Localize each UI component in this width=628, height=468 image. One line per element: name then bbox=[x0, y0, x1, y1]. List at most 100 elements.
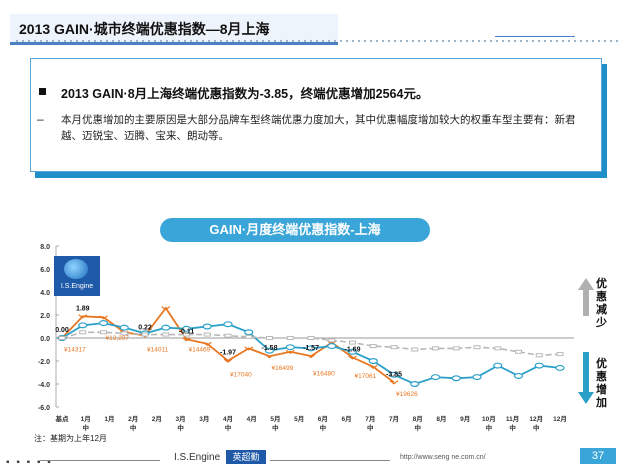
x-tick-label: 基点 bbox=[55, 414, 70, 423]
value-label: 0.22 bbox=[138, 324, 152, 331]
data-point bbox=[432, 346, 439, 351]
data-point bbox=[78, 314, 88, 319]
x-tick-label: 9月 bbox=[460, 415, 470, 423]
y-tick-label: 4.0 bbox=[40, 290, 50, 297]
data-point bbox=[58, 336, 66, 340]
footer-brand: I.S.Engine bbox=[174, 452, 221, 463]
x-tick-label: 5月 bbox=[294, 415, 304, 423]
price-label: ¥19626 bbox=[396, 391, 418, 398]
y-tick-label: -6.0 bbox=[38, 405, 50, 412]
price-label: ¥17061 bbox=[355, 373, 377, 380]
data-point bbox=[368, 358, 378, 365]
data-point bbox=[183, 332, 190, 337]
x-tick-label: 8月中 bbox=[413, 415, 423, 432]
price-label: ¥14011 bbox=[147, 346, 169, 353]
x-tick-label: 11月中 bbox=[506, 415, 519, 432]
x-tick-label: 10月中 bbox=[482, 415, 496, 432]
x-tick-label: 7月 bbox=[389, 415, 399, 423]
x-tick-label: 1月 bbox=[104, 415, 114, 423]
data-point bbox=[244, 329, 254, 336]
data-point bbox=[119, 324, 129, 331]
decorative-accent-line bbox=[495, 36, 575, 37]
x-tick-label: 7月中 bbox=[365, 415, 375, 432]
value-label: 1.89 bbox=[76, 305, 90, 312]
data-point bbox=[555, 364, 565, 371]
globe-icon bbox=[64, 259, 88, 279]
data-point bbox=[79, 330, 87, 335]
data-point bbox=[202, 323, 212, 330]
footer-badge: 英超勤 bbox=[226, 450, 266, 464]
price-label: ¥14317 bbox=[64, 346, 86, 353]
summary-body: 本月优惠增加的主要原因是大部分品牌车型终端优惠力度加大，其中优惠幅度增加较大的权… bbox=[61, 114, 576, 142]
data-point bbox=[515, 349, 522, 354]
data-point bbox=[224, 333, 232, 338]
data-point bbox=[306, 354, 316, 359]
x-tick-label: 12月中 bbox=[529, 415, 543, 432]
data-point bbox=[347, 348, 358, 355]
value-label: -1.69 bbox=[345, 346, 361, 353]
is-engine-logo: I.S.Engine bbox=[54, 256, 100, 296]
x-tick-label: 12月 bbox=[553, 415, 567, 423]
summary-headline: 2013 GAIN·8月上海终端优惠指数为-3.85，终端优惠增加2564元。 bbox=[61, 87, 429, 101]
side-label-increase: 优惠增加 bbox=[596, 358, 607, 409]
x-tick-label: 4月中 bbox=[223, 415, 233, 432]
page-title: 2013 GAIN·城市终端优惠指数—8月上海 bbox=[19, 21, 270, 37]
data-point bbox=[244, 346, 254, 351]
price-label: ¥17040 bbox=[230, 372, 252, 379]
footnote: 注：基期为上年12月 bbox=[34, 434, 107, 443]
data-point bbox=[411, 347, 419, 352]
price-label: ¥16480 bbox=[313, 371, 335, 378]
x-tick-label: 3月 bbox=[199, 415, 209, 423]
y-tick-label: 6.0 bbox=[40, 267, 50, 274]
x-tick-label: 8月 bbox=[436, 415, 446, 423]
page-number: 37 bbox=[580, 448, 616, 464]
arrow-up-icon bbox=[578, 278, 594, 316]
data-point bbox=[390, 345, 398, 350]
data-point bbox=[452, 346, 460, 351]
data-point bbox=[100, 330, 107, 335]
value-label: -1.58 bbox=[262, 345, 278, 352]
data-point bbox=[181, 325, 192, 332]
square-bullet-icon bbox=[39, 88, 46, 95]
data-point bbox=[245, 334, 253, 339]
decorative-dot-line bbox=[14, 38, 622, 46]
data-point bbox=[162, 332, 170, 337]
series-line-blue bbox=[61, 322, 561, 385]
side-label-decrease: 优惠减少 bbox=[596, 278, 607, 329]
data-point bbox=[513, 372, 524, 379]
y-tick-label: 8.0 bbox=[40, 244, 50, 251]
y-tick-label: 2.0 bbox=[40, 313, 50, 320]
data-point bbox=[285, 344, 295, 351]
data-point bbox=[369, 344, 377, 349]
value-label: -1.57 bbox=[303, 345, 319, 352]
data-point bbox=[78, 322, 88, 329]
x-tick-label: 1月中 bbox=[81, 415, 91, 432]
arrow-down-icon bbox=[578, 352, 594, 404]
data-point bbox=[161, 306, 171, 311]
chart-title: GAIN·月度终端优惠指数-上海 bbox=[160, 218, 430, 242]
data-point bbox=[285, 349, 295, 355]
summary-box: 2013 GAIN·8月上海终端优惠指数为-3.85，终端优惠增加2564元。 … bbox=[30, 58, 602, 172]
price-label: ¥13,207 bbox=[106, 335, 130, 342]
data-point bbox=[348, 355, 357, 360]
data-point bbox=[266, 336, 273, 340]
data-point bbox=[99, 315, 108, 320]
footer-url: http://www.seng ne.com.cn/ bbox=[400, 454, 486, 461]
data-point bbox=[182, 337, 191, 342]
data-point bbox=[556, 352, 564, 357]
data-point bbox=[223, 358, 233, 363]
data-point bbox=[368, 364, 378, 369]
data-point bbox=[265, 354, 274, 359]
price-label: ¥16499 bbox=[272, 365, 294, 372]
data-point bbox=[451, 375, 461, 382]
y-tick-label: 0.0 bbox=[40, 336, 50, 343]
value-label: -3.85 bbox=[386, 371, 402, 378]
logo-text: I.S.Engine bbox=[60, 283, 94, 290]
data-point bbox=[389, 371, 399, 378]
data-point bbox=[223, 321, 233, 328]
data-point bbox=[430, 374, 441, 381]
data-point bbox=[493, 362, 503, 369]
dash-bullet: – bbox=[37, 112, 44, 126]
data-point bbox=[535, 353, 543, 358]
